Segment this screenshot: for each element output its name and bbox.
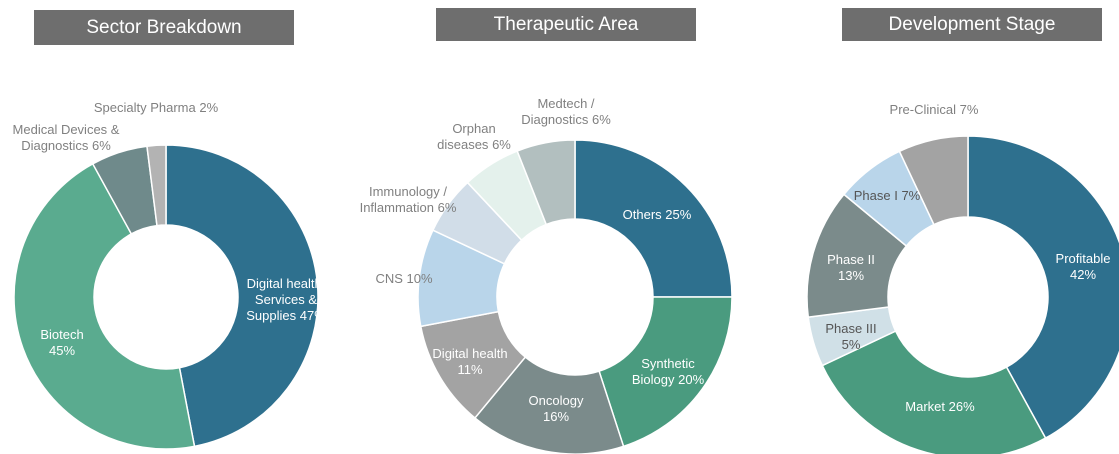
value-label: 45% (48, 343, 76, 358)
value-label: 6% (592, 112, 611, 127)
segment-label: Market 26% (890, 399, 990, 415)
value-label: 6% (437, 200, 457, 215)
value-label: 42% (1069, 267, 1097, 282)
category-label: Synthetic Biology (631, 356, 695, 387)
donut-segment (898, 135, 969, 226)
category-label: Medtech / Diagnostics (521, 96, 595, 127)
category-label: CNS (375, 271, 403, 286)
donut-segment (967, 135, 1119, 440)
segment-label: Oncology 16% (516, 393, 596, 425)
segment-label: Immunology / Inflammation 6% (353, 184, 463, 216)
category-label: Specialty Pharma (93, 100, 196, 115)
value-label: 25% (665, 207, 692, 222)
value-label: 7% (901, 188, 921, 203)
value-label: 7% (959, 102, 979, 117)
donut-segment (598, 296, 733, 448)
chart-title: Sector Breakdown (34, 10, 294, 45)
category-label: Pre-Clinical (889, 102, 957, 117)
value-label: 5% (841, 337, 861, 352)
category-label: Phase I (853, 188, 898, 203)
value-label: 26% (948, 399, 975, 414)
segment-label: Profitable 42% (1043, 251, 1119, 283)
segment-label: Biotech 45% (32, 327, 92, 359)
donut-segment (13, 162, 196, 450)
chart-title: Therapeutic Area (436, 8, 696, 41)
category-label: Medical Devices & Diagnostics (12, 122, 120, 153)
category-label: Digital health, Services & Supplies (246, 276, 326, 323)
category-label: Oncology (528, 393, 584, 408)
value-label: 6% (92, 138, 111, 153)
segment-label: Digital health, Services & Supplies 47% (241, 276, 331, 324)
category-label: Profitable (1055, 251, 1111, 266)
segment-label: Others 25% (602, 207, 712, 223)
category-label: Digital health (432, 346, 508, 361)
donut-segment (821, 330, 1047, 454)
value-label: 2% (199, 100, 219, 115)
value-label: 6% (492, 137, 511, 152)
category-label: Biotech (40, 327, 84, 342)
segment-label: Synthetic Biology 20% (628, 356, 708, 388)
value-label: 47% (299, 308, 326, 323)
segment-label: Phase I 7% (852, 188, 922, 204)
segment-label: Digital health 11% (420, 346, 520, 378)
value-label: 20% (678, 372, 705, 387)
category-label: Orphan diseases (437, 121, 496, 152)
segment-label: Phase III 5% (816, 321, 886, 353)
donut-segment (516, 139, 576, 226)
segment-label: CNS 10% (359, 271, 449, 287)
segment-label: Phase II 13% (816, 252, 886, 284)
category-label: Immunology / Inflammation (359, 184, 448, 215)
segment-label: Orphan diseases 6% (434, 121, 514, 153)
value-label: 11% (457, 362, 483, 377)
donut-segment (165, 144, 319, 448)
segment-label: Specialty Pharma 2% (91, 100, 221, 116)
donut-segment (146, 144, 167, 227)
category-label: Phase II (827, 252, 875, 267)
category-label: Others (622, 207, 662, 222)
value-label: 13% (837, 268, 865, 283)
segment-label: Medical Devices & Diagnostics 6% (1, 122, 131, 154)
category-label: Market (905, 399, 946, 414)
value-label: 16% (542, 409, 570, 424)
value-label: 10% (406, 271, 433, 286)
chart-title: Development Stage (842, 8, 1102, 41)
donut-segment (574, 139, 733, 298)
segment-label: Pre-Clinical 7% (874, 102, 994, 118)
category-label: Phase III (825, 321, 877, 336)
segment-label: Medtech / Diagnostics 6% (521, 96, 611, 128)
